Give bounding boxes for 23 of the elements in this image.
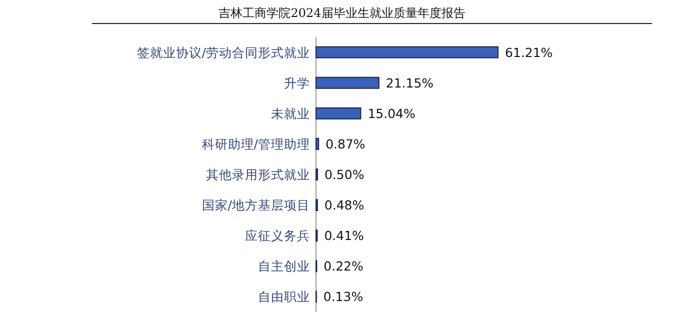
- bar: [316, 76, 380, 89]
- data-label: 0.22%: [324, 258, 364, 274]
- y-tick-label: 国家/地方基层项目: [202, 198, 310, 213]
- data-label: 0.48%: [324, 198, 364, 213]
- data-label: 15.04%: [368, 106, 416, 121]
- data-label: 0.87%: [326, 136, 366, 152]
- y-tick-label: 自主创业: [258, 258, 310, 274]
- data-label: 0.50%: [324, 167, 364, 182]
- y-tick-label: 升学: [284, 75, 310, 90]
- data-label: 0.41%: [324, 228, 364, 244]
- data-label: 0.13%: [323, 289, 364, 304]
- data-label: 61.21%: [505, 44, 553, 60]
- y-tick-label: 未就业: [271, 106, 310, 121]
- y-tick-label: 自由职业: [258, 289, 310, 304]
- y-tick-label: 科研助理/管理助理: [202, 136, 310, 152]
- data-label: 21.15%: [386, 75, 434, 90]
- bar: [316, 46, 498, 58]
- chart-title: 吉林工商学院2024届毕业生就业质量年度报告: [218, 6, 466, 20]
- y-tick-label: 签就业协议/劳动合同形式就业: [136, 44, 310, 60]
- bar: [316, 138, 320, 150]
- bar: [316, 107, 362, 120]
- y-tick-label: 应征义务兵: [245, 228, 310, 244]
- y-tick-label: 其他录用形式就业: [206, 167, 310, 182]
